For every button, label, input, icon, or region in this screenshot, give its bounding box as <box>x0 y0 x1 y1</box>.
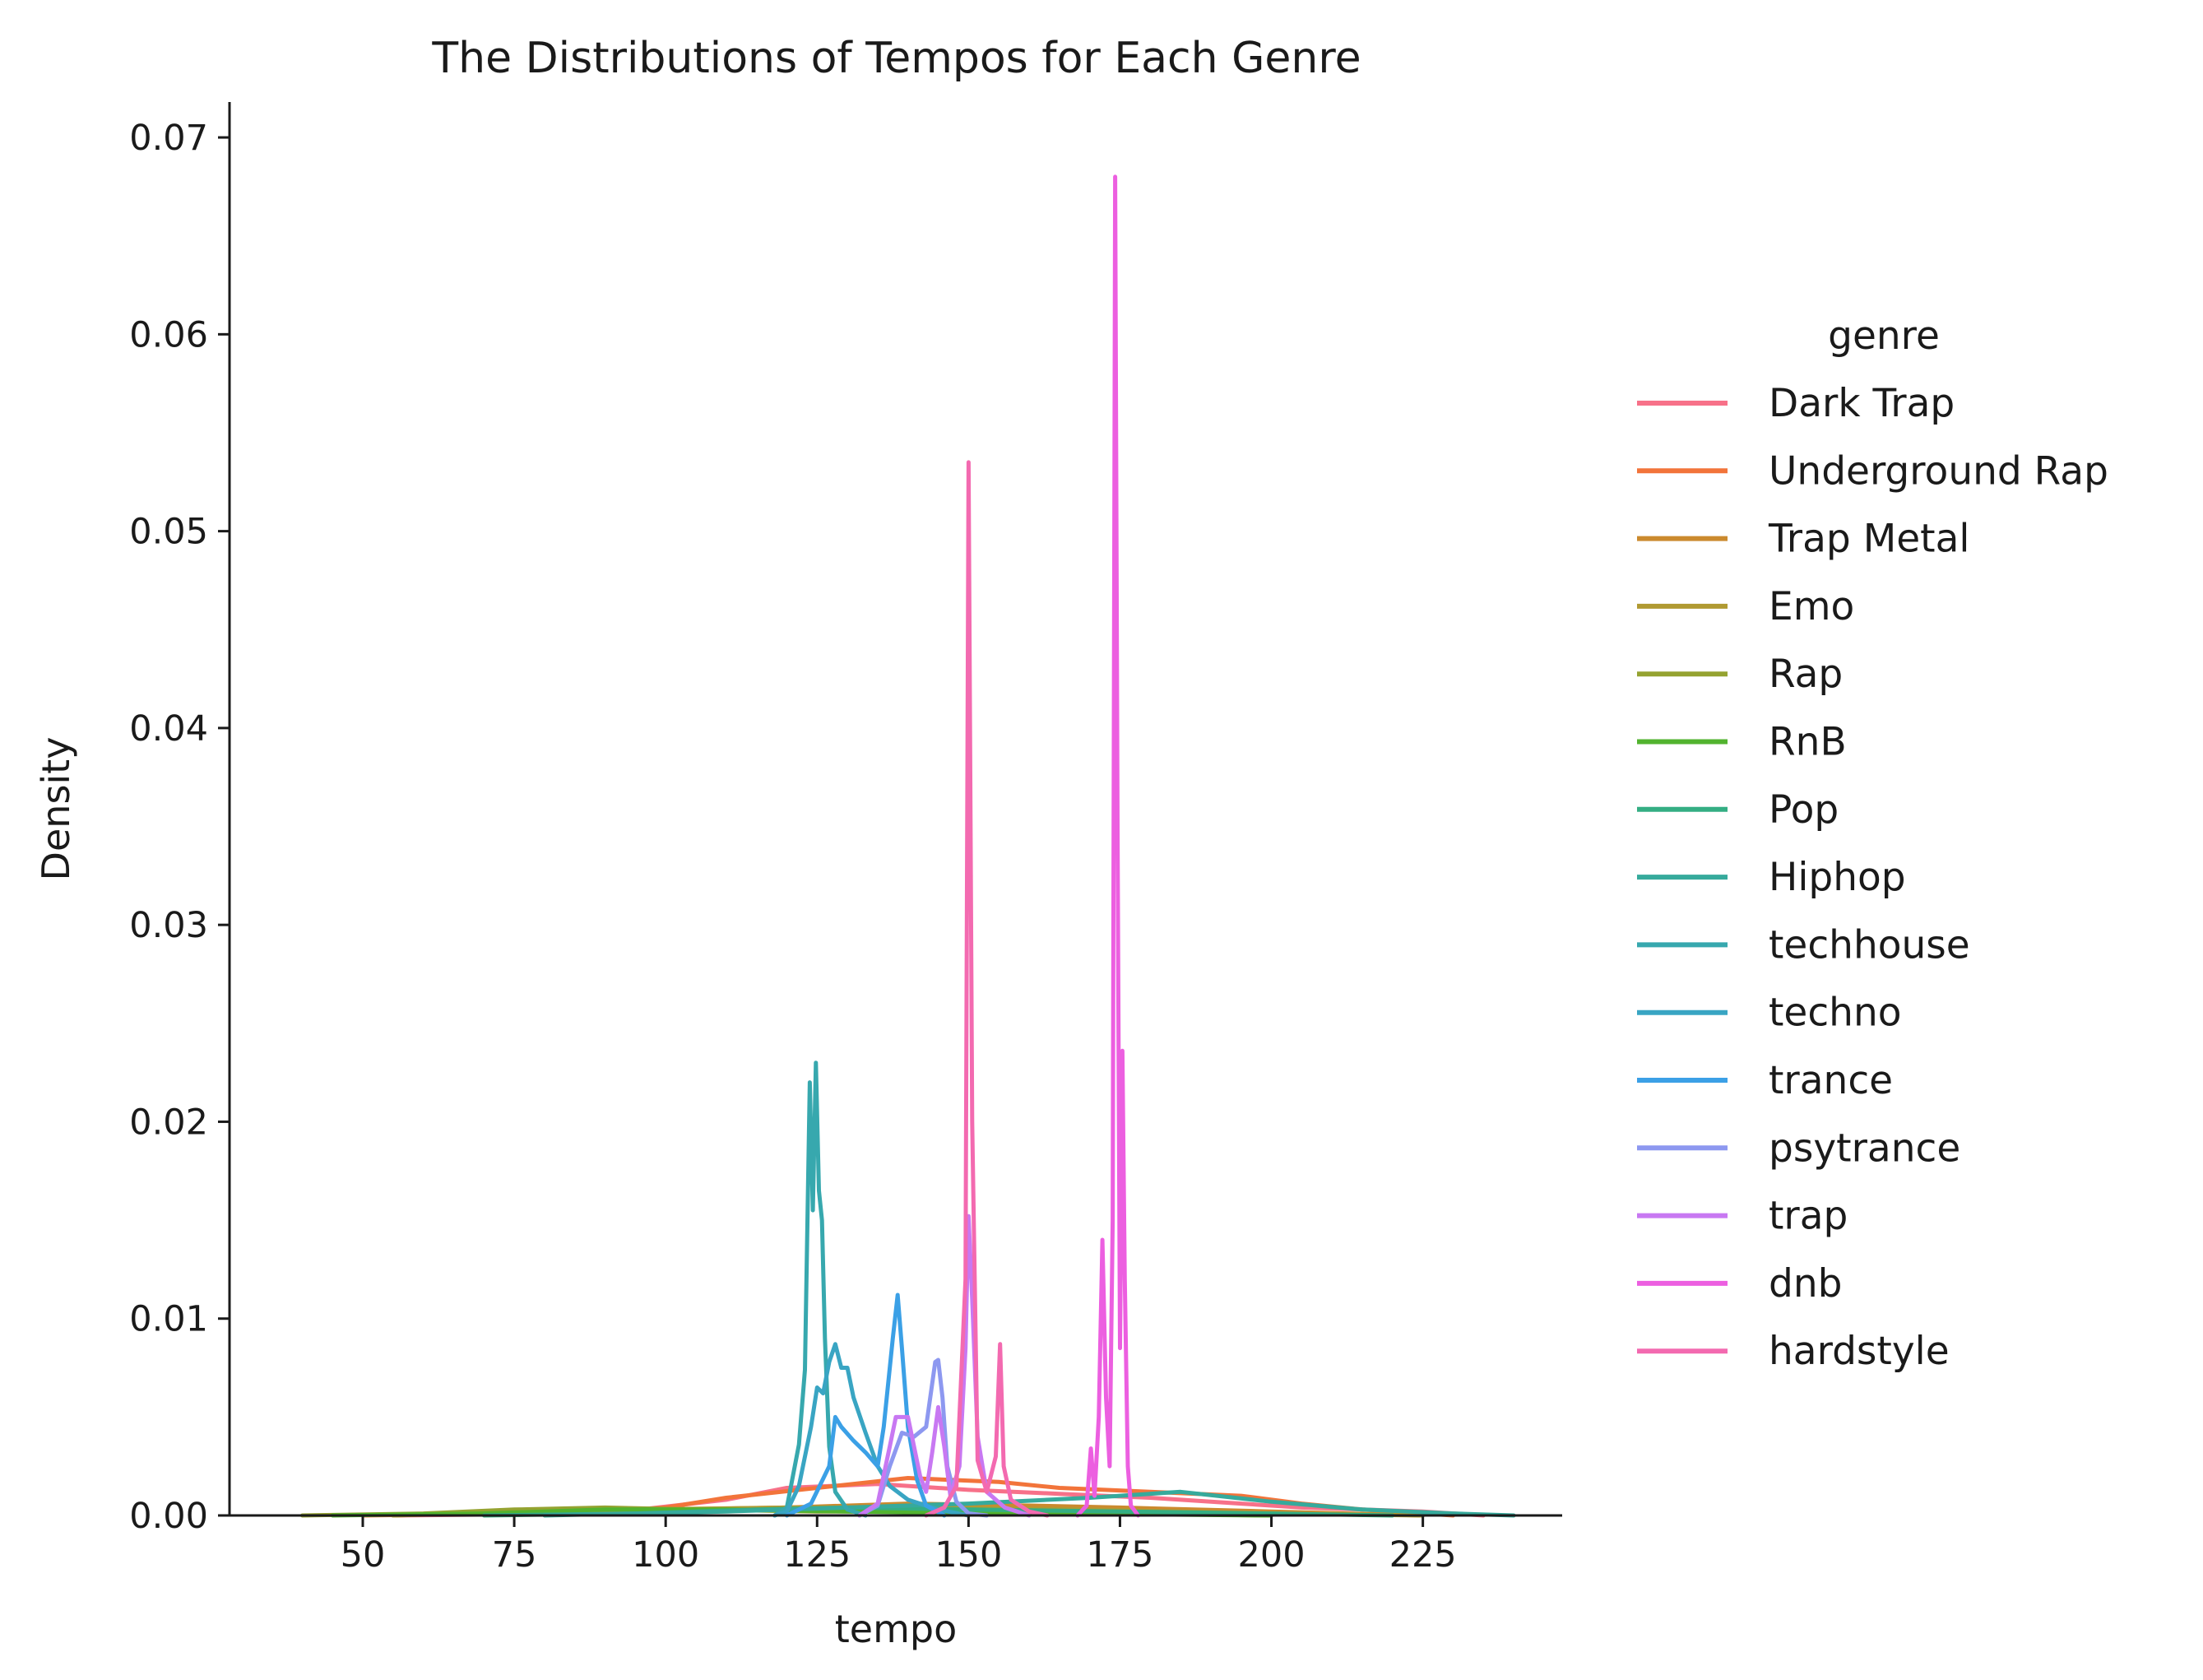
series-line-techno <box>772 1342 971 1518</box>
legend-label: techno <box>1769 991 1902 1036</box>
legend-label: Dark Trap <box>1769 381 1955 426</box>
legend-label: techhouse <box>1769 922 1970 968</box>
legend-title: genre <box>1828 313 1940 359</box>
legend: genre Dark Trap Underground Rap Trap Metal… <box>1637 313 2108 1374</box>
x-axis-label: tempo <box>835 1607 958 1651</box>
legend-label: Hiphop <box>1769 855 1906 900</box>
legend-label: trance <box>1769 1058 1893 1103</box>
legend-label: hardstyle <box>1769 1329 1950 1374</box>
x-tick-label: 125 <box>783 1534 851 1576</box>
y-tick-label: 0.06 <box>129 314 208 355</box>
x-tick-label: 75 <box>492 1534 537 1576</box>
y-tick-label: 0.00 <box>129 1496 208 1537</box>
x-tick-label: 200 <box>1238 1534 1306 1576</box>
x-tick-label: 225 <box>1389 1534 1457 1576</box>
legend-label: Emo <box>1769 584 1854 629</box>
chart-title: The Distributions of Tempos for Each Gen… <box>431 34 1361 83</box>
x-tick-label: 100 <box>632 1534 699 1576</box>
y-tick-label: 0.01 <box>129 1299 208 1340</box>
x-tick-label: 50 <box>341 1534 386 1576</box>
y-tick-label: 0.05 <box>129 512 208 553</box>
series-line-psytrance <box>857 1357 989 1518</box>
legend-label: Pop <box>1769 787 1839 833</box>
x-tick-label: 175 <box>1086 1534 1153 1576</box>
series-line-hardstyle <box>924 460 1050 1518</box>
legend-label: Trap Metal <box>1768 517 1969 562</box>
y-axis-label: Density <box>34 737 78 881</box>
series-line-trance <box>785 1292 947 1518</box>
legend-label: psytrance <box>1769 1125 1960 1171</box>
series-line-techhouse <box>772 1060 868 1518</box>
legend-label: Rap <box>1769 652 1843 697</box>
series-line-dnb <box>1075 174 1140 1518</box>
x-tick-label: 150 <box>935 1534 1002 1576</box>
y-tick-label: 0.07 <box>129 118 208 159</box>
legend-label: RnB <box>1769 720 1847 765</box>
y-tick-label: 0.03 <box>129 905 208 946</box>
plot-lines <box>299 174 1516 1518</box>
x-ticks: 50 75 100 125 150 175 200 225 <box>341 1515 1457 1576</box>
legend-label: Underground Rap <box>1769 448 2108 494</box>
y-tick-label: 0.02 <box>129 1102 208 1143</box>
y-ticks: 0.00 0.01 0.02 0.03 0.04 0.05 0.06 0.07 <box>129 118 230 1537</box>
y-tick-label: 0.04 <box>129 708 208 750</box>
legend-label: trap <box>1769 1194 1848 1239</box>
legend-label: dnb <box>1769 1261 1842 1306</box>
